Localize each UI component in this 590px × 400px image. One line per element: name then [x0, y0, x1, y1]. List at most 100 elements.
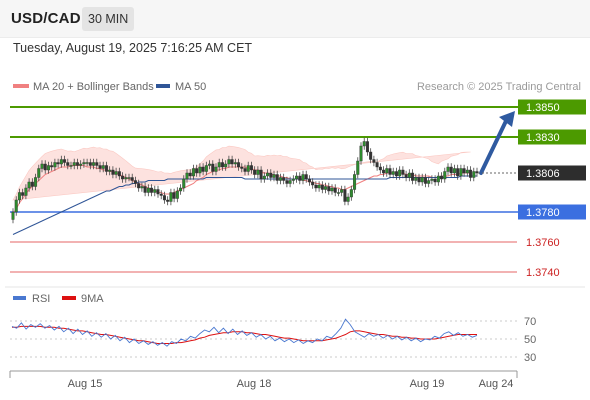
candle-body — [146, 187, 150, 193]
candle-body — [369, 151, 373, 160]
candle-body — [82, 162, 86, 165]
ma20-legend-label: MA 20 + Bollinger Bands — [33, 81, 154, 93]
candle-body — [150, 187, 154, 193]
candle-body — [191, 168, 195, 177]
candle-body — [14, 199, 18, 213]
candle-body — [401, 169, 405, 175]
candle-body — [249, 165, 253, 171]
candle-body — [320, 184, 324, 190]
candle-body — [59, 159, 63, 165]
timeframe-badge[interactable]: 30 MIN — [82, 7, 135, 31]
candle-body — [443, 171, 447, 180]
x-tick-label: Aug 15 — [68, 378, 103, 390]
candle-body — [456, 168, 460, 177]
candle-body — [378, 166, 382, 171]
candle-body — [104, 165, 108, 172]
candle-body — [278, 177, 282, 181]
level-tag — [518, 129, 586, 145]
candle-body — [27, 181, 31, 189]
candle-body — [404, 174, 408, 178]
candle-body — [88, 162, 92, 166]
candle-body — [124, 177, 128, 180]
candle-body — [179, 187, 183, 192]
header-bar: USD/CAD 30 MIN — [0, 0, 590, 38]
candle-body — [211, 163, 215, 172]
candle-body — [133, 180, 137, 184]
candle-body — [208, 163, 212, 166]
candle-body — [214, 166, 218, 172]
candle-body — [30, 181, 34, 187]
candle-body — [237, 162, 241, 168]
ma50-legend-label: MA 50 — [175, 81, 206, 93]
level-label: 1.3850 — [526, 102, 560, 114]
candle-body — [17, 192, 21, 201]
candle-body — [201, 166, 205, 172]
candle-body — [372, 159, 376, 163]
candle-body — [391, 171, 395, 175]
candle-body — [220, 162, 224, 168]
rsi-legend-label: RSI — [32, 293, 50, 305]
candle-body — [336, 192, 340, 194]
candle-body — [11, 211, 15, 220]
candle-body — [69, 165, 73, 167]
candle-body — [40, 163, 44, 169]
candle-body — [330, 187, 334, 192]
candle-body — [72, 162, 76, 166]
ma9-legend-label: 9MA — [81, 293, 104, 305]
candle-body — [130, 177, 134, 181]
rsi-line — [11, 318, 478, 347]
candle-body — [85, 162, 89, 164]
x-tick-label: Aug 19 — [410, 378, 445, 390]
candle-body — [462, 168, 466, 174]
candle-body — [288, 180, 292, 184]
level-tag — [518, 204, 586, 220]
candle-body — [256, 169, 260, 175]
candle-body — [417, 177, 421, 183]
candle-body — [433, 178, 437, 183]
candle-body — [382, 169, 386, 174]
candle-body — [153, 189, 157, 193]
candle-body — [34, 177, 38, 187]
candle-body — [240, 166, 244, 169]
candle-body — [266, 172, 270, 177]
candle-body — [156, 189, 160, 195]
candle-body — [362, 141, 366, 147]
candle-body — [375, 162, 379, 168]
candle-body — [66, 162, 70, 166]
candle-body — [169, 192, 173, 202]
level-tag — [518, 99, 586, 115]
candle-body — [327, 186, 331, 192]
candle-body — [333, 187, 337, 193]
candle-body — [298, 175, 302, 181]
candle-body — [75, 162, 79, 166]
candle-body — [24, 187, 28, 196]
candle-body — [227, 159, 231, 165]
candle-body — [430, 178, 434, 181]
candle-body — [262, 175, 266, 180]
candle-body — [353, 174, 357, 190]
level-label: 1.3780 — [526, 207, 560, 219]
x-tick-label: Aug 24 — [479, 378, 514, 390]
candle-body — [317, 184, 321, 189]
candle-body — [282, 177, 286, 181]
level-label: 1.3760 — [526, 237, 560, 249]
candle-body — [117, 171, 121, 177]
ma20-legend-swatch — [13, 84, 29, 88]
candle-body — [259, 169, 263, 180]
candle-body — [127, 177, 131, 179]
candle-body — [37, 168, 41, 178]
candle-body — [182, 178, 186, 189]
candle-body — [423, 177, 427, 184]
candle-body — [365, 141, 369, 153]
candle-body — [114, 171, 118, 175]
candle-body — [175, 190, 179, 199]
candle-body — [307, 178, 311, 183]
candle-body — [108, 169, 112, 172]
candle-body — [172, 192, 176, 199]
candle-body — [427, 180, 431, 184]
candle-body — [79, 163, 83, 166]
level-label: 1.3740 — [526, 267, 560, 279]
candle-body — [475, 171, 479, 174]
